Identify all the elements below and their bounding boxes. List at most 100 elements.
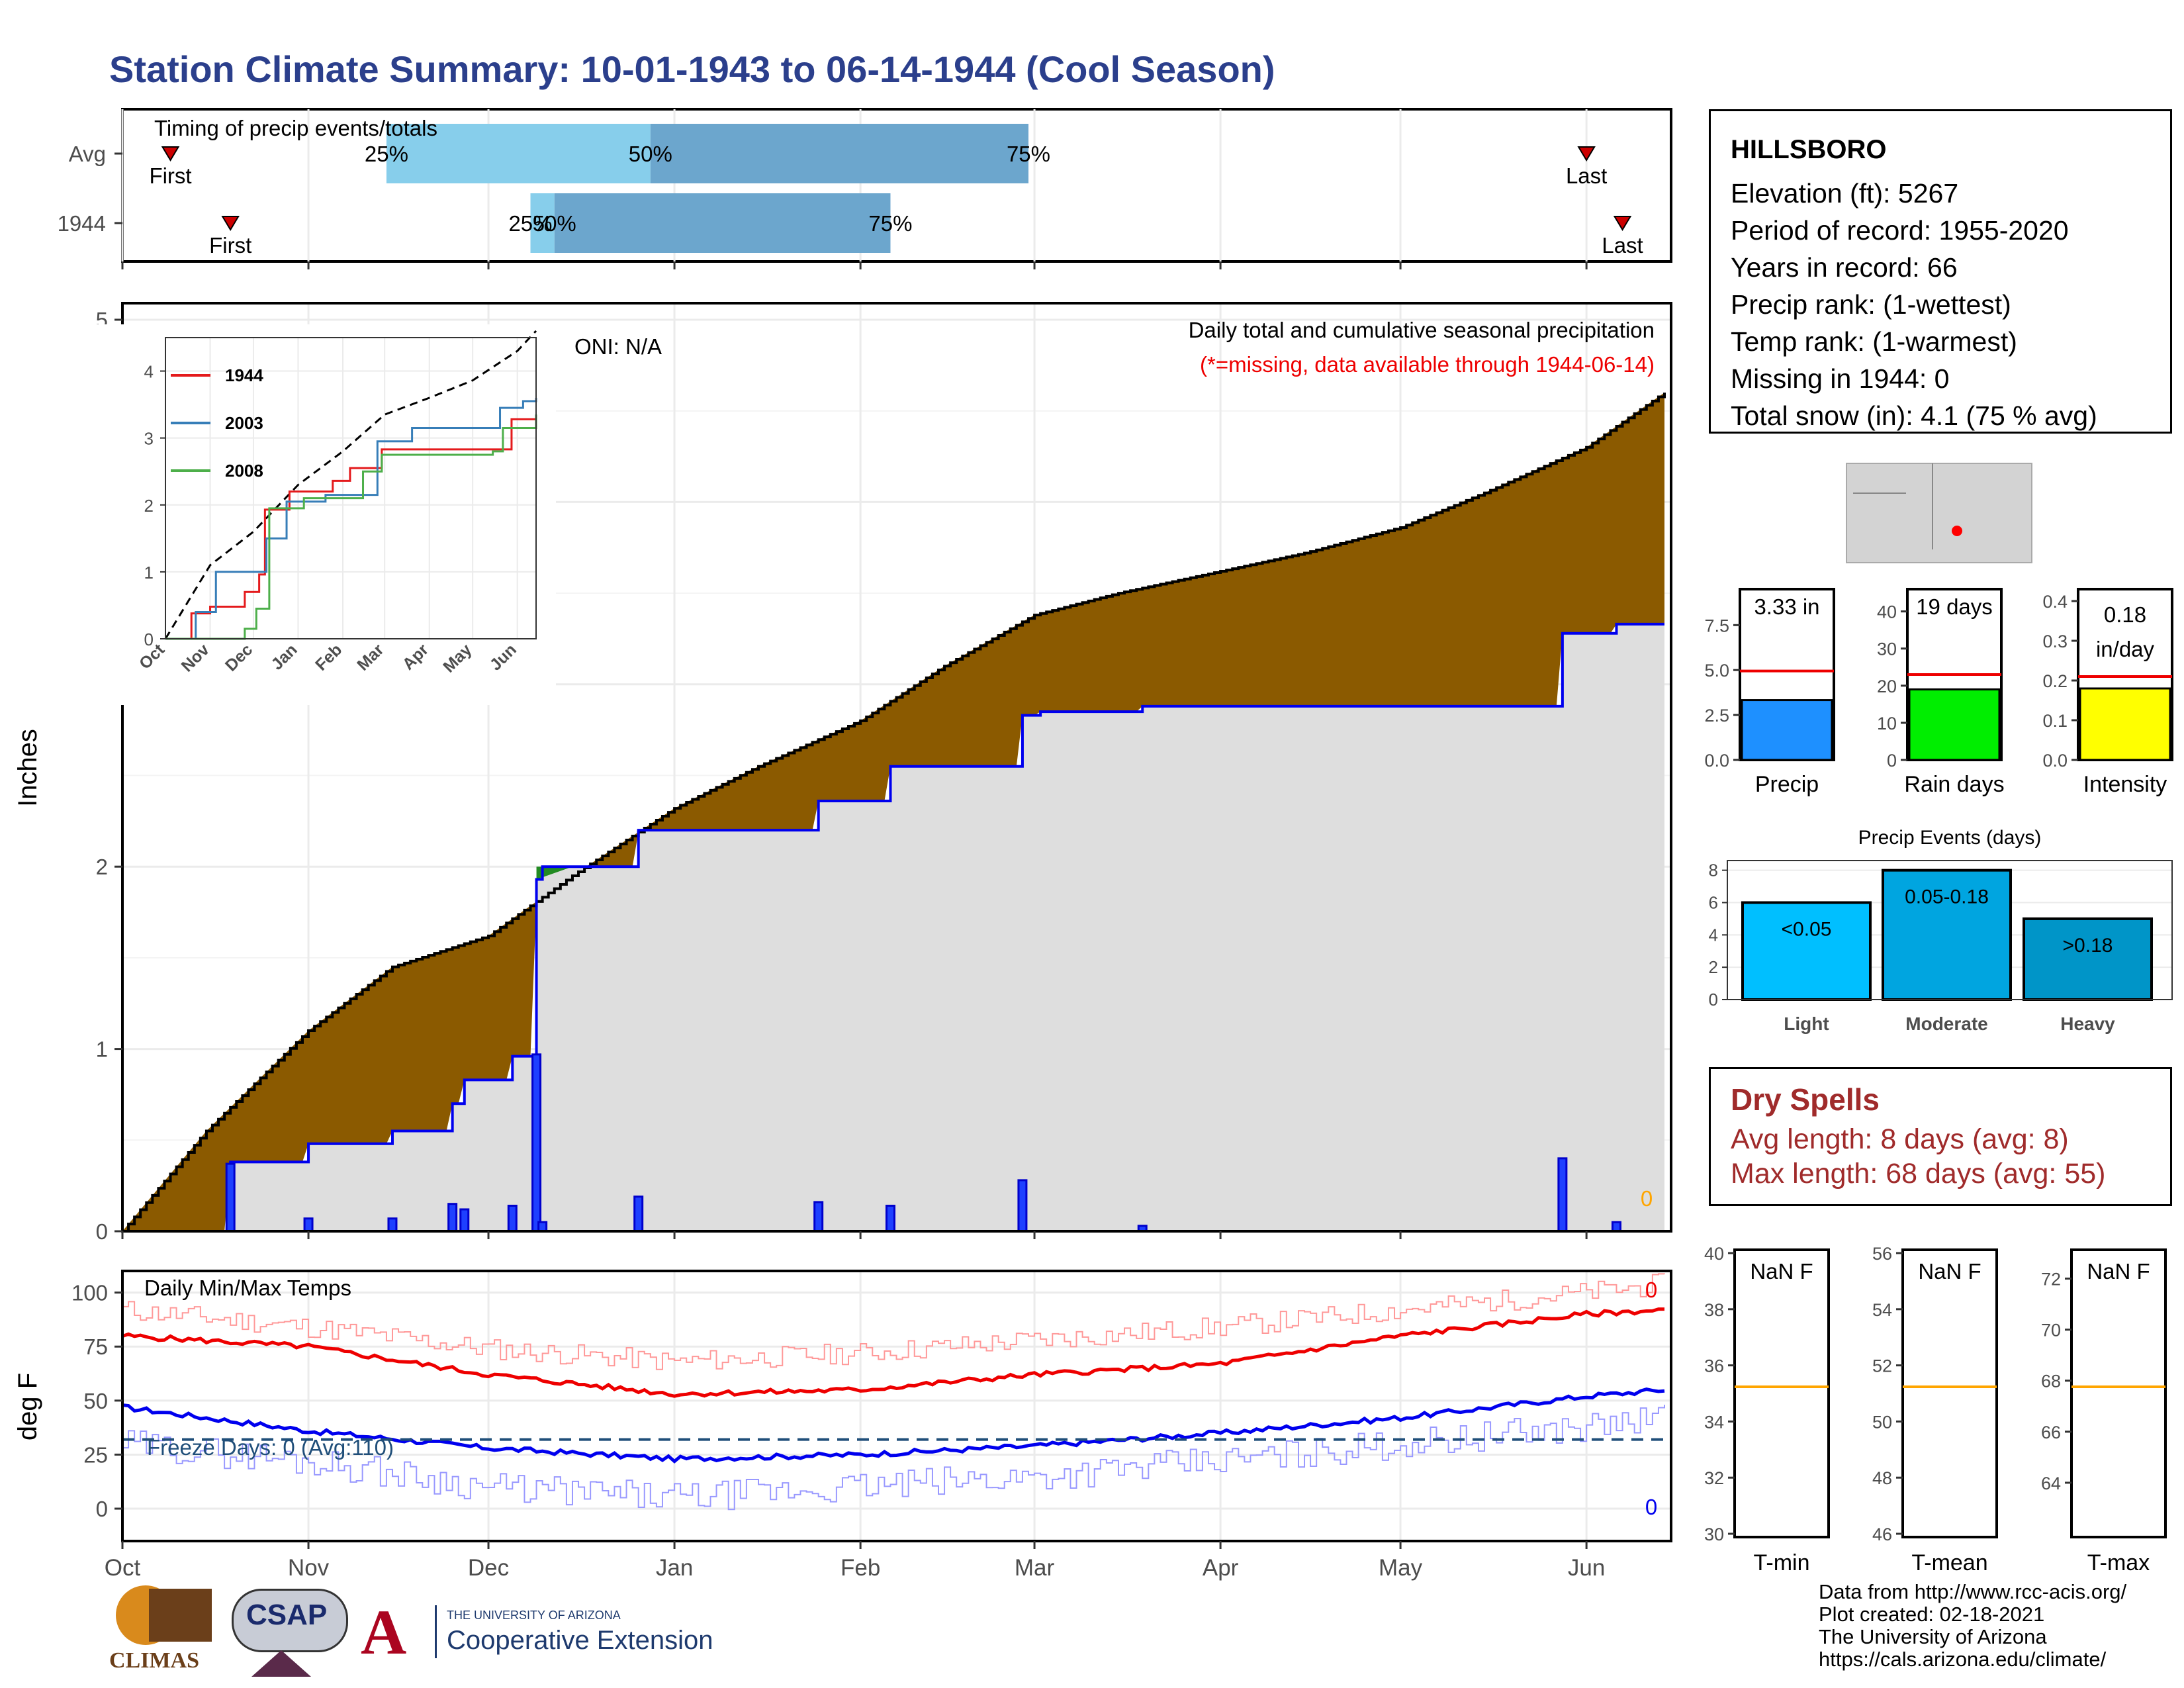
temp-gauge-label: T-min (1754, 1550, 1810, 1575)
timing-pct-label: 75% (1007, 142, 1050, 166)
precip-chart-subtitle: (*=missing, data available through 1944-… (1200, 352, 1655, 377)
temp-gauge-tick-label: 48 (1872, 1468, 1892, 1488)
climas-logo: CLIMAS (109, 1585, 215, 1678)
station-elevation: Elevation (ft): 5267 (1731, 178, 1959, 209)
temp-gauge-frame (2070, 1248, 2167, 1538)
temp-y-tick-label: 0 (96, 1497, 108, 1521)
timing-row-label: 1944 (58, 211, 106, 236)
temp-gauge-tick-label: 38 (1704, 1300, 1724, 1320)
precip-gauge-value: 3.33 in (1754, 594, 1819, 619)
station-location-dot (1952, 526, 1962, 536)
precip-chart-title: Daily total and cumulative seasonal prec… (1189, 318, 1655, 342)
events-bar (1882, 868, 2012, 1001)
events-bar (1741, 901, 1872, 1002)
precip-daily-bar (1611, 1221, 1621, 1233)
timing-title: Timing of precip events/totals (154, 116, 437, 140)
inset-avg-line (164, 330, 537, 639)
temp-gauge-tick-label: 54 (1872, 1300, 1892, 1320)
precip-panel-frame (121, 302, 1672, 1233)
inset-bg (86, 324, 556, 705)
timing-pct-label: 25% (365, 142, 408, 166)
dry-spells-title: Dry Spells (1731, 1082, 1880, 1117)
temp-gauge-tick-label: 46 (1872, 1524, 1892, 1544)
timing-marker-icon (161, 146, 180, 162)
min-missing-label: 0 (1645, 1495, 1657, 1519)
freeze-days-label: Freeze Days: 0 (Avg:110) (147, 1435, 394, 1460)
timing-pct-label: 25% (508, 211, 552, 236)
precip-daily-bar (531, 1053, 542, 1233)
precip-y-tick-label: 0 (96, 1219, 108, 1244)
temp-daily-max-line (122, 1273, 1665, 1370)
precip-1944-line (122, 622, 1664, 1233)
intensity-gauge-tick-label: 0.0 (2042, 751, 2068, 771)
timing-marker-label: Last (1566, 164, 1607, 188)
ua-big-text: Cooperative Extension (447, 1626, 713, 1655)
precip-gauge-tick-label: 0.0 (1704, 751, 1729, 771)
temp-x-tick-label: May (1379, 1555, 1423, 1581)
inset-y-tick-label: 0 (144, 630, 154, 649)
temp-gauge-tick-label: 56 (1872, 1244, 1892, 1264)
intensity-gauge-tick-label: 0.1 (2042, 711, 2068, 731)
precip-y-tick-label: 2 (96, 855, 108, 879)
rain-days-gauge-tick-label: 20 (1877, 677, 1897, 696)
ua-small-text: THE UNIVERSITY OF ARIZONA (447, 1609, 621, 1622)
events-category-label: Heavy (2060, 1013, 2115, 1034)
credits: Data from http://www.rcc-acis.org/ Plot … (1819, 1581, 2126, 1671)
intensity-gauge-unit: in/day (2096, 637, 2155, 661)
intensity-gauge-bar (2079, 687, 2171, 761)
credit-line: The University of Arizona (1819, 1625, 2047, 1648)
precip-1944-area (122, 624, 1664, 1231)
temp-x-tick-label: Dec (468, 1555, 509, 1581)
inset-legend-label: 1944 (225, 365, 263, 385)
ua-logo: A THE UNIVERSITY OF ARIZONA Cooperative … (361, 1597, 758, 1667)
precip-gauge-tick-label: 5.0 (1704, 661, 1729, 680)
precip-gauge-bar (1741, 699, 1833, 761)
inset-y-tick-label: 2 (144, 496, 154, 516)
ua-a-icon: A (361, 1597, 407, 1667)
temp-gauge-value: NaN F (1918, 1259, 1981, 1284)
inset-y-tick-label: 3 (144, 429, 154, 449)
precip-deficit-area (122, 393, 1664, 1232)
temp-gauge-value: NaN F (1750, 1259, 1813, 1284)
events-bar-label: <0.05 (1782, 918, 1832, 940)
station-temp-rank: Temp rank: (1-warmest) (1731, 326, 2017, 357)
timing-bar-25-50 (386, 124, 651, 183)
timing-marker-icon (1613, 216, 1632, 231)
state-map-icon (1846, 463, 2032, 563)
dry-spells-max: Max length: 68 days (avg: 55) (1731, 1158, 2106, 1190)
precip-daily-bar (507, 1204, 518, 1233)
csap-logo: CSAP (232, 1585, 348, 1678)
timing-pct-label: 50% (629, 142, 672, 166)
inset-legend-label: 2003 (225, 413, 263, 433)
max-missing-label: 0 (1645, 1278, 1657, 1302)
timing-pct-label: 75% (868, 211, 912, 236)
inset-legend-label: 2008 (225, 461, 263, 481)
inset-frame (165, 337, 537, 639)
temp-daily-min-line (122, 1405, 1665, 1511)
temp-gauge-tick-label: 40 (1704, 1244, 1724, 1264)
events-bar-label: 0.05-0.18 (1905, 886, 1989, 908)
precip-y-tick-label: 1 (96, 1037, 108, 1062)
precip-surplus-area (536, 867, 572, 880)
timing-marker-icon (1577, 146, 1596, 162)
timing-bar-50-75 (650, 124, 1028, 183)
temp-gauge-tick-label: 32 (1704, 1468, 1724, 1488)
temp-avg-min-line (122, 1387, 1665, 1464)
missing-count-label: 0 (1641, 1186, 1653, 1211)
events-tick-label: 8 (1709, 861, 1718, 880)
precip-daily-bar (633, 1196, 644, 1233)
ua-divider (435, 1605, 437, 1658)
station-missing: Missing in 1944: 0 (1731, 363, 1950, 394)
events-tick-label: 0 (1709, 990, 1718, 1009)
temp-y-tick-label: 100 (71, 1281, 108, 1305)
events-category-label: Light (1784, 1013, 1829, 1034)
temp-gauge-tick-label: 36 (1704, 1356, 1724, 1376)
temp-y-tick-label: 50 (83, 1389, 108, 1413)
events-frame (1727, 860, 2173, 1000)
rain-days-gauge-tick-label: 30 (1877, 639, 1897, 659)
precip-daily-bar (1557, 1157, 1568, 1233)
events-tick-label: 6 (1709, 892, 1718, 912)
temp-panel-frame (121, 1270, 1672, 1542)
dry-spells-avg: Avg length: 8 days (avg: 8) (1731, 1123, 2069, 1155)
intensity-gauge-tick-label: 0.3 (2042, 632, 2068, 651)
